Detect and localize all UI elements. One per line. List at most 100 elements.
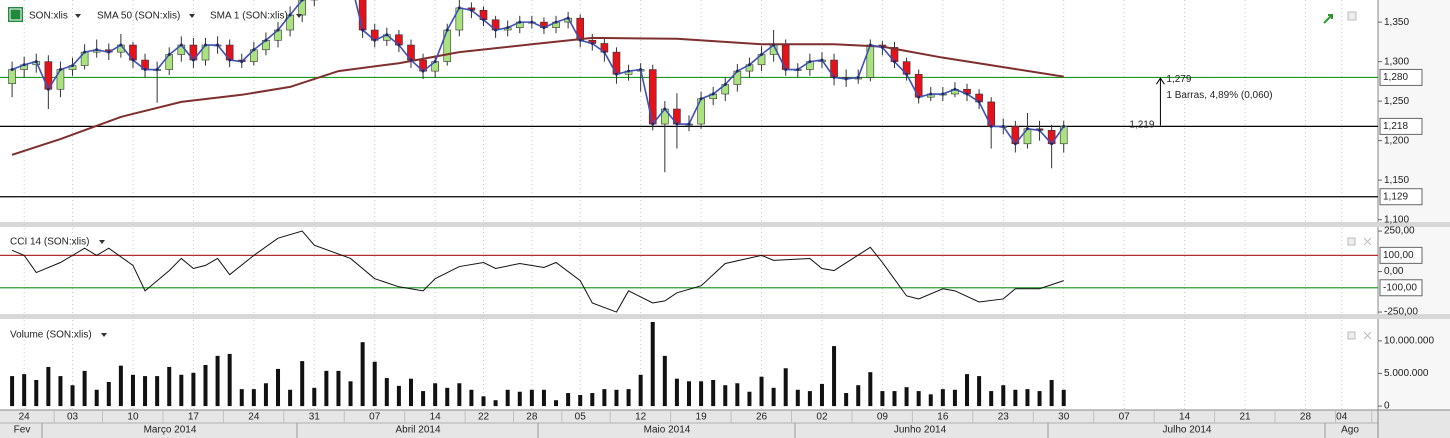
window-button[interactable] <box>1347 331 1356 340</box>
dropdown-arrow[interactable] <box>99 240 105 244</box>
trend-icon[interactable] <box>1323 14 1333 24</box>
volume-bar <box>771 387 776 407</box>
close-point <box>203 43 207 47</box>
volume-bar <box>747 391 752 407</box>
volume-bar <box>807 391 812 407</box>
volume-bar <box>868 372 873 407</box>
x-tick-label: 17 <box>188 412 200 423</box>
close-button[interactable] <box>1363 331 1372 340</box>
volume-bar <box>1037 391 1042 407</box>
x-tick-label: 04 <box>1336 412 1348 423</box>
volume-bar <box>263 383 268 407</box>
close-point <box>494 28 498 32</box>
volume-bar <box>662 355 667 407</box>
level-label: 1,218 <box>1383 121 1408 132</box>
price-plot <box>8 0 1068 173</box>
symbol-icon[interactable] <box>8 7 23 22</box>
x-tick-label: 10 <box>127 412 139 423</box>
volume-bar <box>687 381 691 407</box>
dropdown-arrow[interactable] <box>101 333 107 337</box>
x-tick-label: 21 <box>1239 412 1251 423</box>
volume-bar <box>396 385 401 407</box>
volume-bar <box>1061 389 1066 407</box>
dropdown-arrow[interactable] <box>189 14 195 18</box>
legend-sma50[interactable]: SMA 50 (SON:xlis) <box>97 11 180 22</box>
close-line <box>11 0 1065 146</box>
close-point <box>83 50 87 54</box>
volume-bar <box>445 387 450 407</box>
symbol-label[interactable]: SON:xlis <box>29 11 68 22</box>
y-tick-label: -250,00 <box>1384 307 1418 318</box>
measure-from-label: 1,219 <box>1129 119 1154 130</box>
close-point <box>95 48 99 52</box>
volume-bar <box>348 381 353 407</box>
volume-bar <box>433 383 438 407</box>
level-label-box <box>1379 68 1423 86</box>
volume-bar <box>106 381 111 407</box>
volume-bar <box>892 391 897 407</box>
candle-body <box>8 69 16 85</box>
volume-bar <box>360 342 365 407</box>
volume-bar <box>1001 385 1006 407</box>
close-point <box>989 124 993 128</box>
dropdown-arrow[interactable] <box>75 14 81 18</box>
volume-bar <box>191 372 196 407</box>
x-tick-label: 30 <box>1058 412 1070 423</box>
window-button[interactable] <box>1347 11 1357 21</box>
x-tick-label: 28 <box>1300 412 1312 423</box>
measure-text: 1 Barras, 4,89% (0,060) <box>1166 90 1272 101</box>
x-tick-label: 24 <box>19 412 31 423</box>
volume-bar <box>554 400 559 407</box>
close-point <box>421 69 425 73</box>
level-label: -100,00 <box>1383 282 1417 293</box>
close-point <box>482 18 486 22</box>
close-point <box>566 16 570 20</box>
window-button[interactable] <box>1347 237 1356 246</box>
measure-to-label: 1,279 <box>1166 74 1191 85</box>
month-label: Maio 2014 <box>644 425 691 436</box>
volume-bar <box>324 370 329 407</box>
y-tick-label: 1,200 <box>1384 135 1409 146</box>
volume-bar <box>34 380 39 407</box>
volume-bar <box>288 389 293 407</box>
y-tick-label: 1,350 <box>1384 17 1409 28</box>
close-point <box>433 60 437 64</box>
volume-bar <box>408 378 413 407</box>
x-tick-label: 22 <box>478 412 490 423</box>
volume-bar <box>578 395 583 407</box>
close-point <box>457 6 461 10</box>
volume-title[interactable]: Volume (SON:xlis) <box>10 330 92 341</box>
close-point <box>675 122 679 126</box>
volume-bar <box>602 389 607 407</box>
close-button[interactable] <box>1363 237 1372 246</box>
pane-divider <box>0 222 1450 227</box>
volume-bar <box>46 366 51 407</box>
volume-bar <box>1025 389 1030 407</box>
volume-bar <box>711 380 716 407</box>
volume-bar <box>638 374 643 407</box>
month-label: Abril 2014 <box>395 425 440 436</box>
x-tick-label: 26 <box>756 412 768 423</box>
close-point <box>880 45 884 49</box>
cci-line <box>11 230 1064 313</box>
x-tick-label: 24 <box>248 412 260 423</box>
month-label: Junho 2014 <box>894 425 947 436</box>
header: SON:xlis SMA 50 (SON:xlis) SMA 1 (SON:xl… <box>8 7 1372 341</box>
close-point <box>469 8 473 12</box>
y-tick-label: 0,00 <box>1384 266 1404 277</box>
volume-bar <box>699 381 704 407</box>
close-point <box>1001 124 1005 128</box>
close-point <box>361 28 365 32</box>
close-point <box>228 58 232 62</box>
close-point <box>216 43 220 47</box>
legend-sma1[interactable]: SMA 1 (SON:xlis) <box>210 11 288 22</box>
close-point <box>977 100 981 104</box>
volume-bar <box>795 389 800 407</box>
close-point <box>300 0 304 2</box>
dropdown-arrow[interactable] <box>296 14 302 18</box>
volume-bar <box>312 387 317 407</box>
x-tick-label: 19 <box>696 412 708 423</box>
close-point <box>530 20 534 24</box>
cci-title[interactable]: CCI 14 (SON:xlis) <box>10 237 89 248</box>
close-point <box>796 68 800 72</box>
